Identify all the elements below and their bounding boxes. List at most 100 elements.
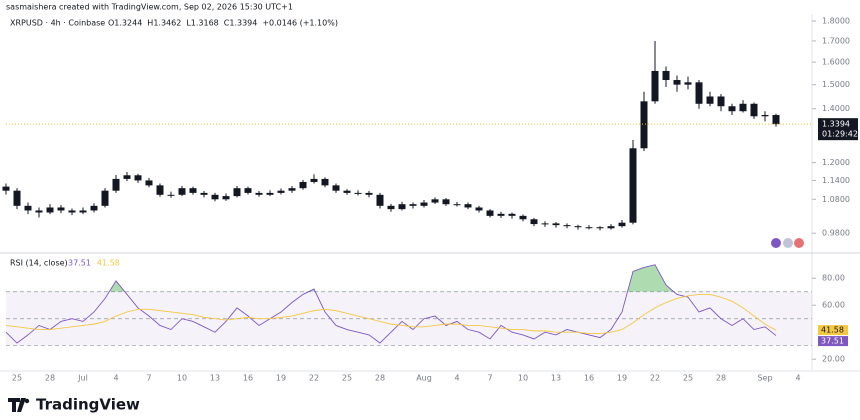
- candle-body: [365, 192, 373, 195]
- y-tick-label: 80.00: [822, 274, 845, 283]
- candle-body: [211, 194, 219, 200]
- candle-body: [156, 185, 164, 195]
- candle-body: [255, 192, 263, 195]
- x-tick-label: 25: [342, 374, 352, 383]
- x-tick-label: 7: [146, 374, 151, 383]
- y-tick-label: 1.8000: [822, 17, 850, 26]
- candle-body: [123, 175, 131, 179]
- candle-body: [530, 219, 538, 225]
- candle-body: [57, 207, 65, 211]
- x-tick-label: 13: [551, 374, 561, 383]
- candle-body: [464, 204, 472, 208]
- candle-body: [673, 80, 681, 85]
- y-tick-label: 1.7000: [822, 36, 850, 45]
- candle-body: [277, 190, 285, 193]
- x-tick-label: 25: [12, 374, 22, 383]
- candle-body: [310, 178, 318, 182]
- candle-body: [299, 181, 307, 189]
- x-tick-label: 4: [113, 374, 118, 383]
- candle-body: [695, 82, 703, 104]
- x-tick-label: 4: [454, 374, 459, 383]
- candle-body: [222, 196, 230, 200]
- candle-body: [244, 188, 252, 193]
- x-tick-label: 28: [45, 374, 55, 383]
- candle-body: [728, 106, 736, 112]
- indicator-value: 41.58: [97, 259, 120, 268]
- y-tick-label: 1.2000: [822, 158, 850, 167]
- logo: [8, 398, 30, 412]
- candle-body: [563, 225, 571, 227]
- x-tick-label: 4: [795, 374, 800, 383]
- ohlc-legend: L1.3168: [186, 19, 218, 28]
- candle-body: [519, 215, 527, 220]
- candle-body: [398, 204, 406, 210]
- candle-body: [629, 148, 637, 223]
- candle-body: [134, 175, 142, 181]
- candle-body: [739, 103, 747, 112]
- x-tick-label: 25: [683, 374, 693, 383]
- y-tick-label: 20.00: [822, 355, 845, 364]
- candle-body: [574, 226, 582, 228]
- x-tick-label: 10: [518, 374, 528, 383]
- rsi-line: [5, 293, 777, 335]
- candle-body: [321, 178, 329, 186]
- candle-body: [189, 188, 197, 193]
- candle-body: [332, 185, 340, 191]
- countdown: 01:29:42: [822, 130, 858, 139]
- y-tick-label: 1.5000: [822, 80, 850, 89]
- candle-body: [233, 188, 241, 197]
- y-tick-label: 1.6000: [822, 58, 850, 67]
- y-tick-label: 1.1400: [822, 176, 850, 185]
- candle-body: [409, 204, 417, 206]
- x-tick-label: 28: [375, 374, 385, 383]
- candle-body: [684, 82, 692, 85]
- candle-body: [607, 226, 615, 229]
- indicator-title: RSI (14, close): [10, 259, 68, 268]
- ohlc-legend: H1.3462: [147, 19, 181, 28]
- candle-body: [486, 210, 494, 216]
- credit: sasmaishera created with TradingView.com…: [6, 3, 293, 12]
- candle-body: [431, 199, 439, 203]
- value-label-box: [818, 336, 848, 347]
- candle-body: [200, 192, 208, 195]
- candle-body: [541, 223, 549, 225]
- brand: TradingView: [36, 396, 140, 414]
- candle-body: [35, 210, 43, 213]
- candle-body: [343, 190, 351, 193]
- x-tick-label: 22: [650, 374, 660, 383]
- candle-body: [145, 180, 153, 186]
- candle-body: [101, 190, 109, 206]
- candle-body: [376, 194, 384, 206]
- value-label-box: [818, 325, 848, 336]
- candle-body: [13, 190, 21, 206]
- x-tick-label: 22: [309, 374, 319, 383]
- candle-body: [552, 223, 560, 226]
- event-icons: [771, 238, 804, 248]
- x-tick-label: Aug: [416, 374, 432, 383]
- candle-body: [640, 101, 648, 149]
- x-tick-label: 19: [276, 374, 286, 383]
- candle-body: [387, 205, 395, 210]
- x-tick-label: 16: [243, 374, 253, 383]
- candle-body: [508, 213, 516, 216]
- y-tick-label: 1.4000: [822, 104, 850, 113]
- x-tick-label: 28: [716, 374, 726, 383]
- candle-body: [772, 115, 780, 125]
- candle-body: [651, 70, 659, 102]
- candle-body: [497, 213, 505, 216]
- symbol-title: XRPUSD · 4h · Coinbase: [10, 19, 105, 28]
- candle-body: [442, 199, 450, 205]
- candle-body: [618, 222, 626, 227]
- candle-body: [178, 188, 186, 195]
- candle-body: [761, 115, 769, 117]
- candle-body: [596, 227, 604, 229]
- x-tick-label: Jul: [77, 374, 88, 383]
- candle-body: [475, 207, 483, 211]
- ohlc-legend: O1.3244: [108, 19, 142, 28]
- candle-body: [79, 210, 87, 213]
- x-tick-label: 10: [177, 374, 187, 383]
- candle-body: [585, 227, 593, 229]
- x-tick-label: 13: [210, 374, 220, 383]
